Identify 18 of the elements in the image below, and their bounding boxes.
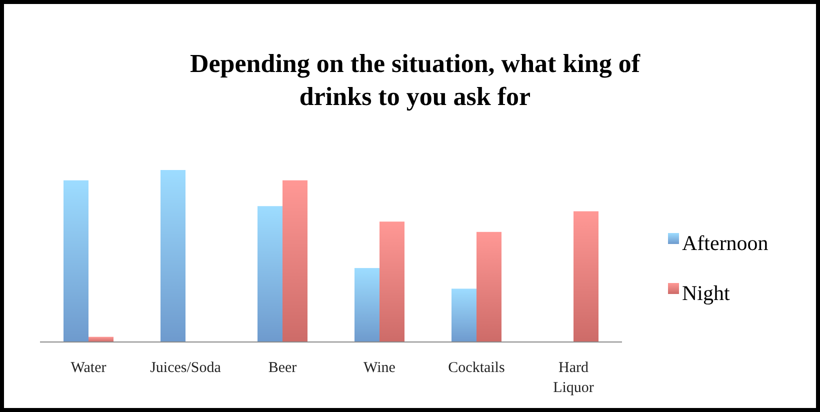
legend-label: Night bbox=[682, 281, 730, 305]
bar bbox=[64, 180, 88, 342]
bar bbox=[574, 211, 598, 342]
bar bbox=[354, 268, 380, 342]
x-tick-label: Juices/Soda bbox=[150, 360, 222, 376]
bar bbox=[380, 222, 404, 342]
bar bbox=[258, 206, 282, 342]
bar bbox=[476, 232, 502, 342]
legend-label: Afternoon bbox=[682, 231, 769, 255]
bar bbox=[282, 180, 308, 342]
chart-title: Depending on the situation, what king of drinks to you ask for bbox=[190, 49, 640, 111]
x-tick-label: Hard Liquor bbox=[553, 360, 594, 396]
x-tick-label: Cocktails bbox=[448, 360, 505, 376]
bar bbox=[160, 170, 186, 342]
x-tick-label: Water bbox=[70, 360, 106, 376]
x-tick-label: Wine bbox=[364, 360, 396, 376]
x-tick-label: Beer bbox=[268, 360, 297, 376]
bar bbox=[452, 288, 476, 342]
